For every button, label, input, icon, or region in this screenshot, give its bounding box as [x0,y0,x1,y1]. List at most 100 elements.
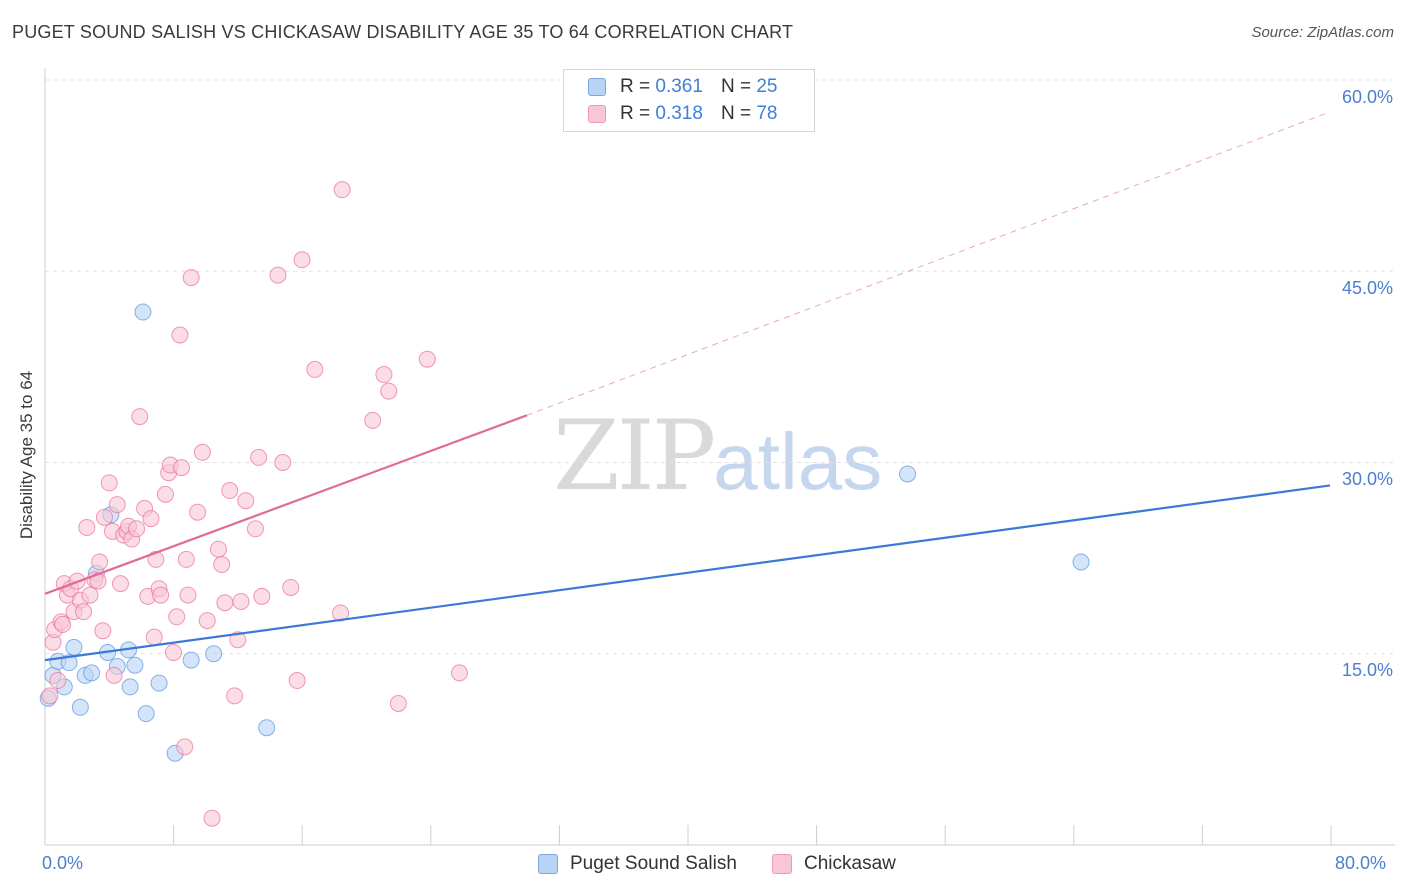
puget-sound-salish-point [182,651,200,669]
puget-sound-salish-point [71,698,89,716]
chickasaw-point [171,326,189,344]
x-tick-label: 80.0% [1335,853,1387,873]
chickasaw-point [380,382,398,400]
chickasaw-point [232,592,250,610]
chickasaw-point [156,485,174,503]
chickasaw-point [41,687,59,705]
chickasaw-point [111,575,129,593]
legend-n-value: 25 [756,76,778,97]
chickasaw-point [176,738,194,756]
chickasaw-point [250,448,268,466]
puget-sound-salish-point [258,719,276,737]
legend-swatch-puget [588,78,606,96]
watermark-zip: ZIP [553,400,716,512]
chickasaw-point [216,594,234,612]
chickasaw-point [226,687,244,705]
chickasaw-point [75,603,93,621]
chickasaw-point [389,694,407,712]
chickasaw-point [54,615,72,633]
chickasaw-point [91,553,109,571]
bottom-legend-swatch [538,854,558,874]
watermark: ZIPatlas [553,400,882,512]
chickasaw-point [100,474,118,492]
puget-sound-salish-point [121,678,139,696]
puget-sound-salish-point [83,664,101,682]
legend-row-puget-sound-salish: R = 0.361 N = 25 [588,75,777,99]
chickasaw-point [229,631,247,649]
chart-title: PUGET SOUND SALISH VS CHICKASAW DISABILI… [12,22,794,42]
chickasaw-point [364,411,382,429]
puget-sound-salish-point [60,654,78,672]
chickasaw-point [288,672,306,690]
chickasaw-point [333,181,351,199]
chickasaw-point [78,519,96,537]
puget-sound-salish-point [65,638,83,656]
chickasaw-point [81,586,99,604]
chickasaw-point [418,350,436,368]
chickasaw-point [450,664,468,682]
y-tick-label: 60.0% [1341,87,1393,107]
chickasaw-point [203,809,221,827]
stats-legend: R = 0.361 N = 25 R = 0.318 N = 78 [563,69,815,132]
chickasaw-trendline [44,414,528,595]
chickasaw-point [293,251,311,269]
chickasaw-point [198,612,216,630]
chickasaw-point [152,586,170,604]
legend-n-label: N = [720,103,752,124]
y-axis-label: Disability Age 35 to 64 [17,370,36,540]
chickasaw-point [237,492,255,510]
legend-r-label: R = [620,76,651,97]
chickasaw-point [177,550,195,568]
chickasaw-point [182,269,200,287]
legend-n-value: 78 [756,103,778,124]
chickasaw-point [306,360,324,378]
chickasaw-point [269,266,287,284]
legend-r-value: 0.361 [655,76,703,97]
chickasaw-point [179,586,197,604]
chickasaw-point [49,672,67,690]
bottom-legend-swatch [772,854,792,874]
chickasaw-point [253,587,271,605]
chickasaw-point [246,520,264,538]
chickasaw-point [168,608,186,626]
chickasaw-point [221,482,239,500]
chickasaw-point [142,510,160,528]
puget-sound-salish-point [1072,553,1090,571]
chickasaw-point [375,366,393,384]
chickasaw-trendline-extension [526,111,1331,416]
legend-r-label: R = [620,103,651,124]
chickasaw-point [105,666,123,684]
chickasaw-point [209,540,227,558]
chickasaw-point [213,556,231,573]
legend-row-chickasaw: R = 0.318 N = 78 [588,102,777,126]
chickasaw-point [145,628,163,646]
chickasaw-point [274,454,292,471]
x-tick-label: 0.0% [42,853,84,873]
bottom-legend-label: Chickasaw [804,853,896,874]
puget-sound-salish-point [126,656,144,674]
legend-n-label: N = [720,76,752,97]
legend-r-value: 0.318 [655,103,703,124]
y-tick-label: 30.0% [1341,469,1393,489]
legend-swatch-chickasaw [588,105,606,123]
puget-sound-salish-point [205,645,223,663]
chickasaw-point [131,408,149,426]
puget-sound-salish-trendline [44,484,1331,662]
chickasaw-point [128,520,146,538]
puget-sound-salish-point [899,465,917,483]
bottom-legend-item-chickasaw: Chickasaw [772,851,896,877]
chickasaw-point [108,496,126,514]
source-credit: Source: ZipAtlas.com [1251,24,1394,41]
y-tick-label: 45.0% [1341,278,1393,298]
chickasaw-point [173,459,191,477]
puget-sound-salish-point [134,303,152,321]
chickasaw-point [94,622,112,640]
chickasaw-point [189,503,207,521]
chickasaw-point [282,578,300,596]
chickasaw-point [165,643,182,661]
chickasaw-point [95,508,113,526]
watermark-atlas: atlas [713,417,883,506]
puget-sound-salish-point [137,705,155,723]
puget-sound-salish-point [150,674,168,692]
